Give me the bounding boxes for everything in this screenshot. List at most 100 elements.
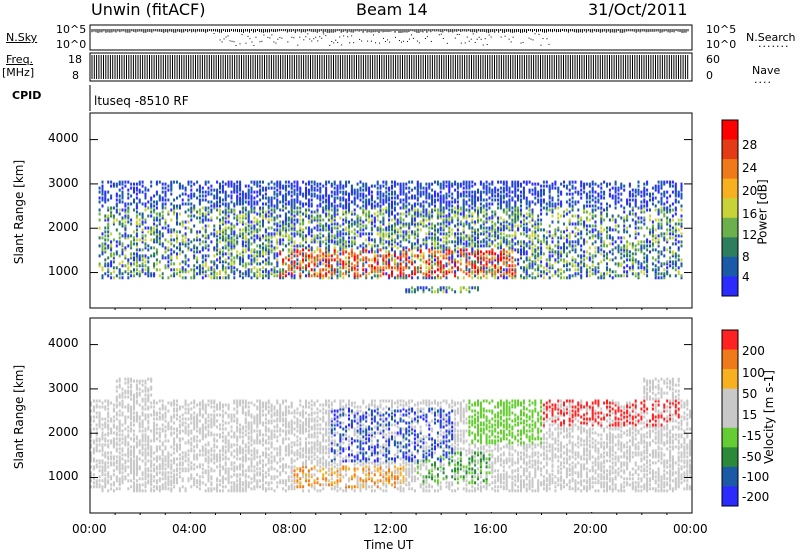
data-cell [270, 272, 273, 276]
data-cell [273, 252, 276, 256]
data-cell [227, 226, 230, 230]
data-cell [520, 248, 522, 252]
data-cell [325, 260, 328, 264]
data-cell [107, 218, 110, 222]
data-cell [239, 180, 242, 184]
data-cell [565, 264, 568, 268]
data-cell [370, 218, 373, 222]
data-cell [574, 250, 577, 254]
data-cell [219, 250, 221, 254]
data-cell [583, 210, 586, 214]
data-cell [459, 242, 462, 246]
data-cell [333, 208, 336, 212]
data-cell [462, 202, 465, 206]
data-cell [399, 212, 402, 216]
data-cell [339, 242, 342, 246]
data-cell [107, 226, 110, 230]
data-cell [385, 206, 388, 210]
data-cell [565, 276, 568, 280]
data-cell [230, 194, 233, 198]
data-cell [316, 204, 319, 208]
data-cell [267, 252, 270, 256]
data-cell [525, 268, 528, 272]
data-cell [563, 246, 565, 250]
data-cell [520, 182, 522, 186]
data-cell [365, 182, 368, 186]
data-cell [293, 276, 296, 280]
data-cell [393, 252, 396, 256]
data-cell [287, 254, 290, 258]
data-cell [376, 182, 379, 186]
data-cell [522, 220, 525, 224]
data-cell [388, 204, 391, 208]
data-cell [305, 202, 307, 206]
data-cell [244, 262, 247, 266]
data-cell [356, 196, 359, 200]
data-cell [167, 212, 170, 216]
data-cell [101, 244, 104, 248]
data-cell [393, 202, 396, 206]
data-cell [479, 276, 482, 280]
data-cell [279, 272, 282, 276]
data-cell [548, 244, 551, 248]
data-cell [121, 192, 124, 196]
data-cell [373, 212, 376, 216]
data-cell [284, 220, 287, 224]
data-cell [508, 254, 511, 258]
data-cell [436, 228, 439, 232]
data-cell [434, 246, 436, 250]
data-cell [571, 206, 574, 210]
data-cell [150, 228, 153, 232]
data-cell [239, 272, 242, 276]
data-cell [574, 226, 577, 230]
data-cell [459, 240, 462, 244]
data-cell [307, 192, 310, 196]
data-cell [456, 190, 459, 194]
data-cell [198, 220, 201, 224]
data-cell [479, 244, 482, 248]
data-cell [213, 194, 216, 198]
data-cell [259, 220, 262, 224]
data-cell [307, 214, 310, 218]
data-cell [557, 254, 560, 258]
data-cell [221, 268, 224, 272]
data-cell [540, 200, 543, 204]
data-cell [477, 260, 479, 264]
data-cell [413, 202, 416, 206]
data-cell [459, 212, 462, 216]
data-cell [439, 246, 442, 250]
data-cell [505, 192, 508, 196]
data-cell [270, 196, 273, 200]
data-cell [548, 276, 551, 280]
data-cell [448, 190, 451, 194]
data-cell [399, 188, 402, 192]
data-cell [405, 262, 408, 266]
data-cell [336, 196, 339, 200]
data-cell [213, 188, 216, 192]
data-cell [522, 186, 525, 190]
data-cell [540, 208, 543, 212]
data-cell [221, 220, 224, 224]
data-cell [402, 252, 405, 256]
data-cell [339, 186, 342, 190]
data-cell [190, 218, 193, 222]
data-cell [221, 238, 224, 242]
data-cell [287, 190, 290, 194]
data-cell [181, 186, 184, 190]
data-cell [531, 192, 534, 196]
data-cell [491, 260, 494, 264]
data-cell [319, 196, 322, 200]
data-cell [319, 204, 322, 208]
data-cell [170, 228, 173, 232]
data-cell [345, 232, 348, 236]
data-cell [293, 222, 296, 226]
data-cell [164, 186, 167, 190]
data-cell [264, 212, 267, 216]
data-cell [436, 256, 439, 260]
data-cell [477, 266, 479, 270]
data-cell [442, 200, 445, 204]
data-cell [276, 230, 279, 234]
data-cell [233, 234, 236, 238]
data-cell [210, 204, 213, 208]
data-cell [147, 260, 150, 264]
